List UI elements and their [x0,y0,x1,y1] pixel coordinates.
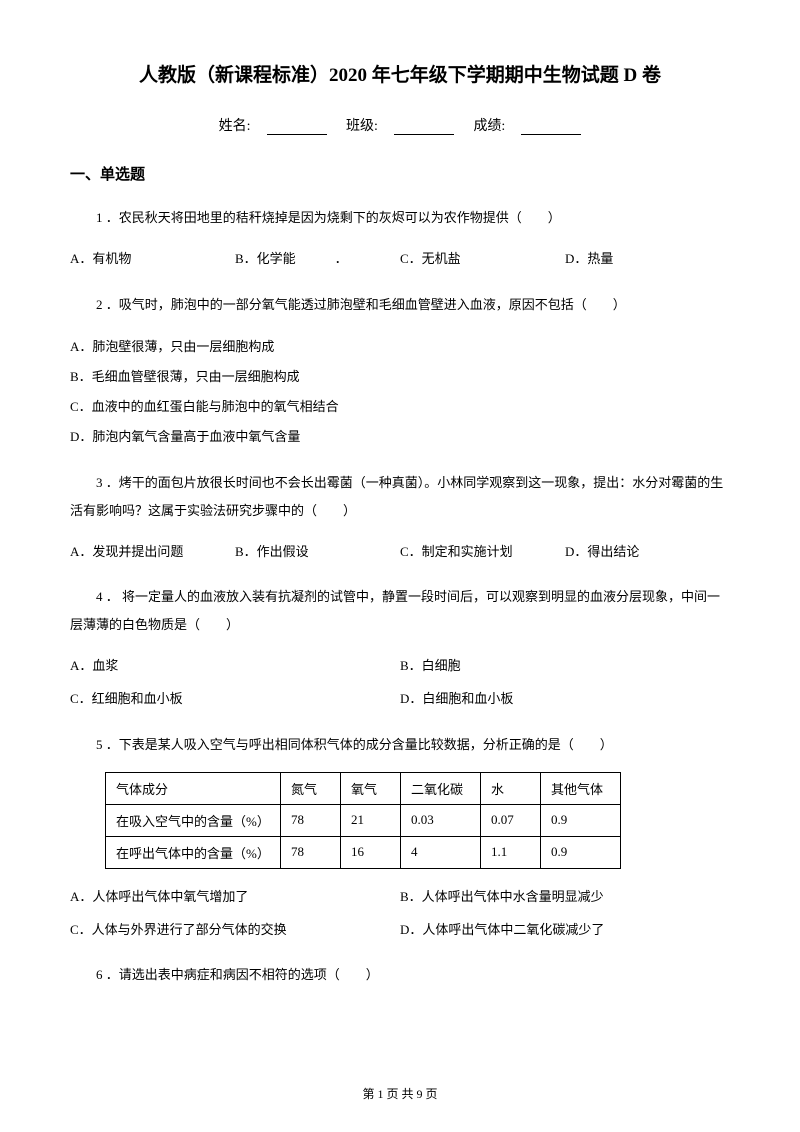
page-title: 人教版（新课程标准）2020 年七年级下学期期中生物试题 D 卷 [70,60,730,87]
table-row: 在呼出气体中的含量（%） 78 16 4 1.1 0.9 [106,836,621,868]
q3-option-d: D．得出结论 [565,538,730,565]
q4-option-a: A．血浆 [70,652,400,679]
table-header-cell: 二氧化碳 [401,772,481,804]
q2-option-b: B．毛细血管壁很薄，只由一层细胞构成 [70,362,730,392]
question-4: 4 ． 将一定量人的血液放入装有抗凝剂的试管中，静置一段时间后，可以观察到明显的… [70,583,730,638]
question-4-options-row2: C．红细胞和血小板 D．白细胞和血小板 [70,685,730,712]
page-footer: 第 1 页 共 9 页 [0,1085,800,1102]
table-header-cell: 气体成分 [106,772,281,804]
table-header-cell: 水 [481,772,541,804]
q5-option-d: D．人体呼出气体中二氧化碳减少了 [400,916,730,943]
score-blank [521,121,581,135]
q1-option-c: C．无机盐 [400,245,565,272]
table-cell: 在吸入空气中的含量（%） [106,804,281,836]
table-header-cell: 氮气 [281,772,341,804]
table-cell: 4 [401,836,481,868]
q3-option-b: B．作出假设 [235,538,400,565]
q3-option-c: C．制定和实施计划 [400,538,565,565]
question-5-options-row2: C．人体与外界进行了部分气体的交换 D．人体呼出气体中二氧化碳减少了 [70,916,730,943]
table-cell: 21 [341,804,401,836]
q5-option-b: B．人体呼出气体中水含量明显减少 [400,883,730,910]
question-4-options-row1: A．血浆 B．白细胞 [70,652,730,679]
question-3: 3 ．烤干的面包片放很长时间也不会长出霉菌（一种真菌）。小林同学观察到这一现象，… [70,469,730,524]
name-label: 姓名: [219,119,251,134]
q3-option-a: A．发现并提出问题 [70,538,235,565]
q2-option-a: A．肺泡壁很薄，只由一层细胞构成 [70,332,730,362]
score-label: 成绩: [473,119,505,134]
table-row: 在吸入空气中的含量（%） 78 21 0.03 0.07 0.9 [106,804,621,836]
header-fields: 姓名: 班级: 成绩: [70,115,730,135]
table-cell: 0.07 [481,804,541,836]
question-1-options: A．有机物 B．化学能 ． C．无机盐 D．热量 [70,245,730,272]
question-3-options: A．发现并提出问题 B．作出假设 C．制定和实施计划 D．得出结论 [70,538,730,565]
q4-option-c: C．红细胞和血小板 [70,685,400,712]
table-cell: 16 [341,836,401,868]
class-blank [394,121,454,135]
q4-option-d: D．白细胞和血小板 [400,685,730,712]
q1-option-a: A．有机物 [70,245,235,272]
table-header-cell: 其他气体 [541,772,621,804]
q5-option-a: A．人体呼出气体中氧气增加了 [70,883,400,910]
q1-option-b: B．化学能 ． [235,245,400,272]
question-2-options: A．肺泡壁很薄，只由一层细胞构成 B．毛细血管壁很薄，只由一层细胞构成 C．血液… [70,332,730,452]
question-5-options-row1: A．人体呼出气体中氧气增加了 B．人体呼出气体中水含量明显减少 [70,883,730,910]
table-row-header: 气体成分 氮气 氧气 二氧化碳 水 其他气体 [106,772,621,804]
name-blank [267,121,327,135]
q1-option-d: D．热量 [565,245,730,272]
table-header-cell: 氧气 [341,772,401,804]
table-cell: 1.1 [481,836,541,868]
table-cell: 78 [281,836,341,868]
table-cell: 78 [281,804,341,836]
question-6: 6 ．请选出表中病症和病因不相符的选项（ ） [70,961,730,988]
table-cell: 0.03 [401,804,481,836]
q2-option-d: D．肺泡内氧气含量高于血液中氧气含量 [70,422,730,452]
question-5: 5 ．下表是某人吸入空气与呼出相同体积气体的成分含量比较数据，分析正确的是（ ） [70,731,730,758]
table-cell: 0.9 [541,804,621,836]
q4-option-b: B．白细胞 [400,652,730,679]
question-1: 1 ．农民秋天将田地里的秸秆烧掉是因为烧剩下的灰烬可以为农作物提供（ ） [70,204,730,231]
q2-option-c: C．血液中的血红蛋白能与肺泡中的氧气相结合 [70,392,730,422]
table-cell: 在呼出气体中的含量（%） [106,836,281,868]
class-label: 班级: [346,119,378,134]
table-cell: 0.9 [541,836,621,868]
q5-data-table: 气体成分 氮气 氧气 二氧化碳 水 其他气体 在吸入空气中的含量（%） 78 2… [105,772,621,869]
section-header: 一、单选题 [70,163,730,184]
question-2: 2 ．吸气时，肺泡中的一部分氧气能透过肺泡壁和毛细血管壁进入血液，原因不包括（ … [70,291,730,318]
q5-option-c: C．人体与外界进行了部分气体的交换 [70,916,400,943]
